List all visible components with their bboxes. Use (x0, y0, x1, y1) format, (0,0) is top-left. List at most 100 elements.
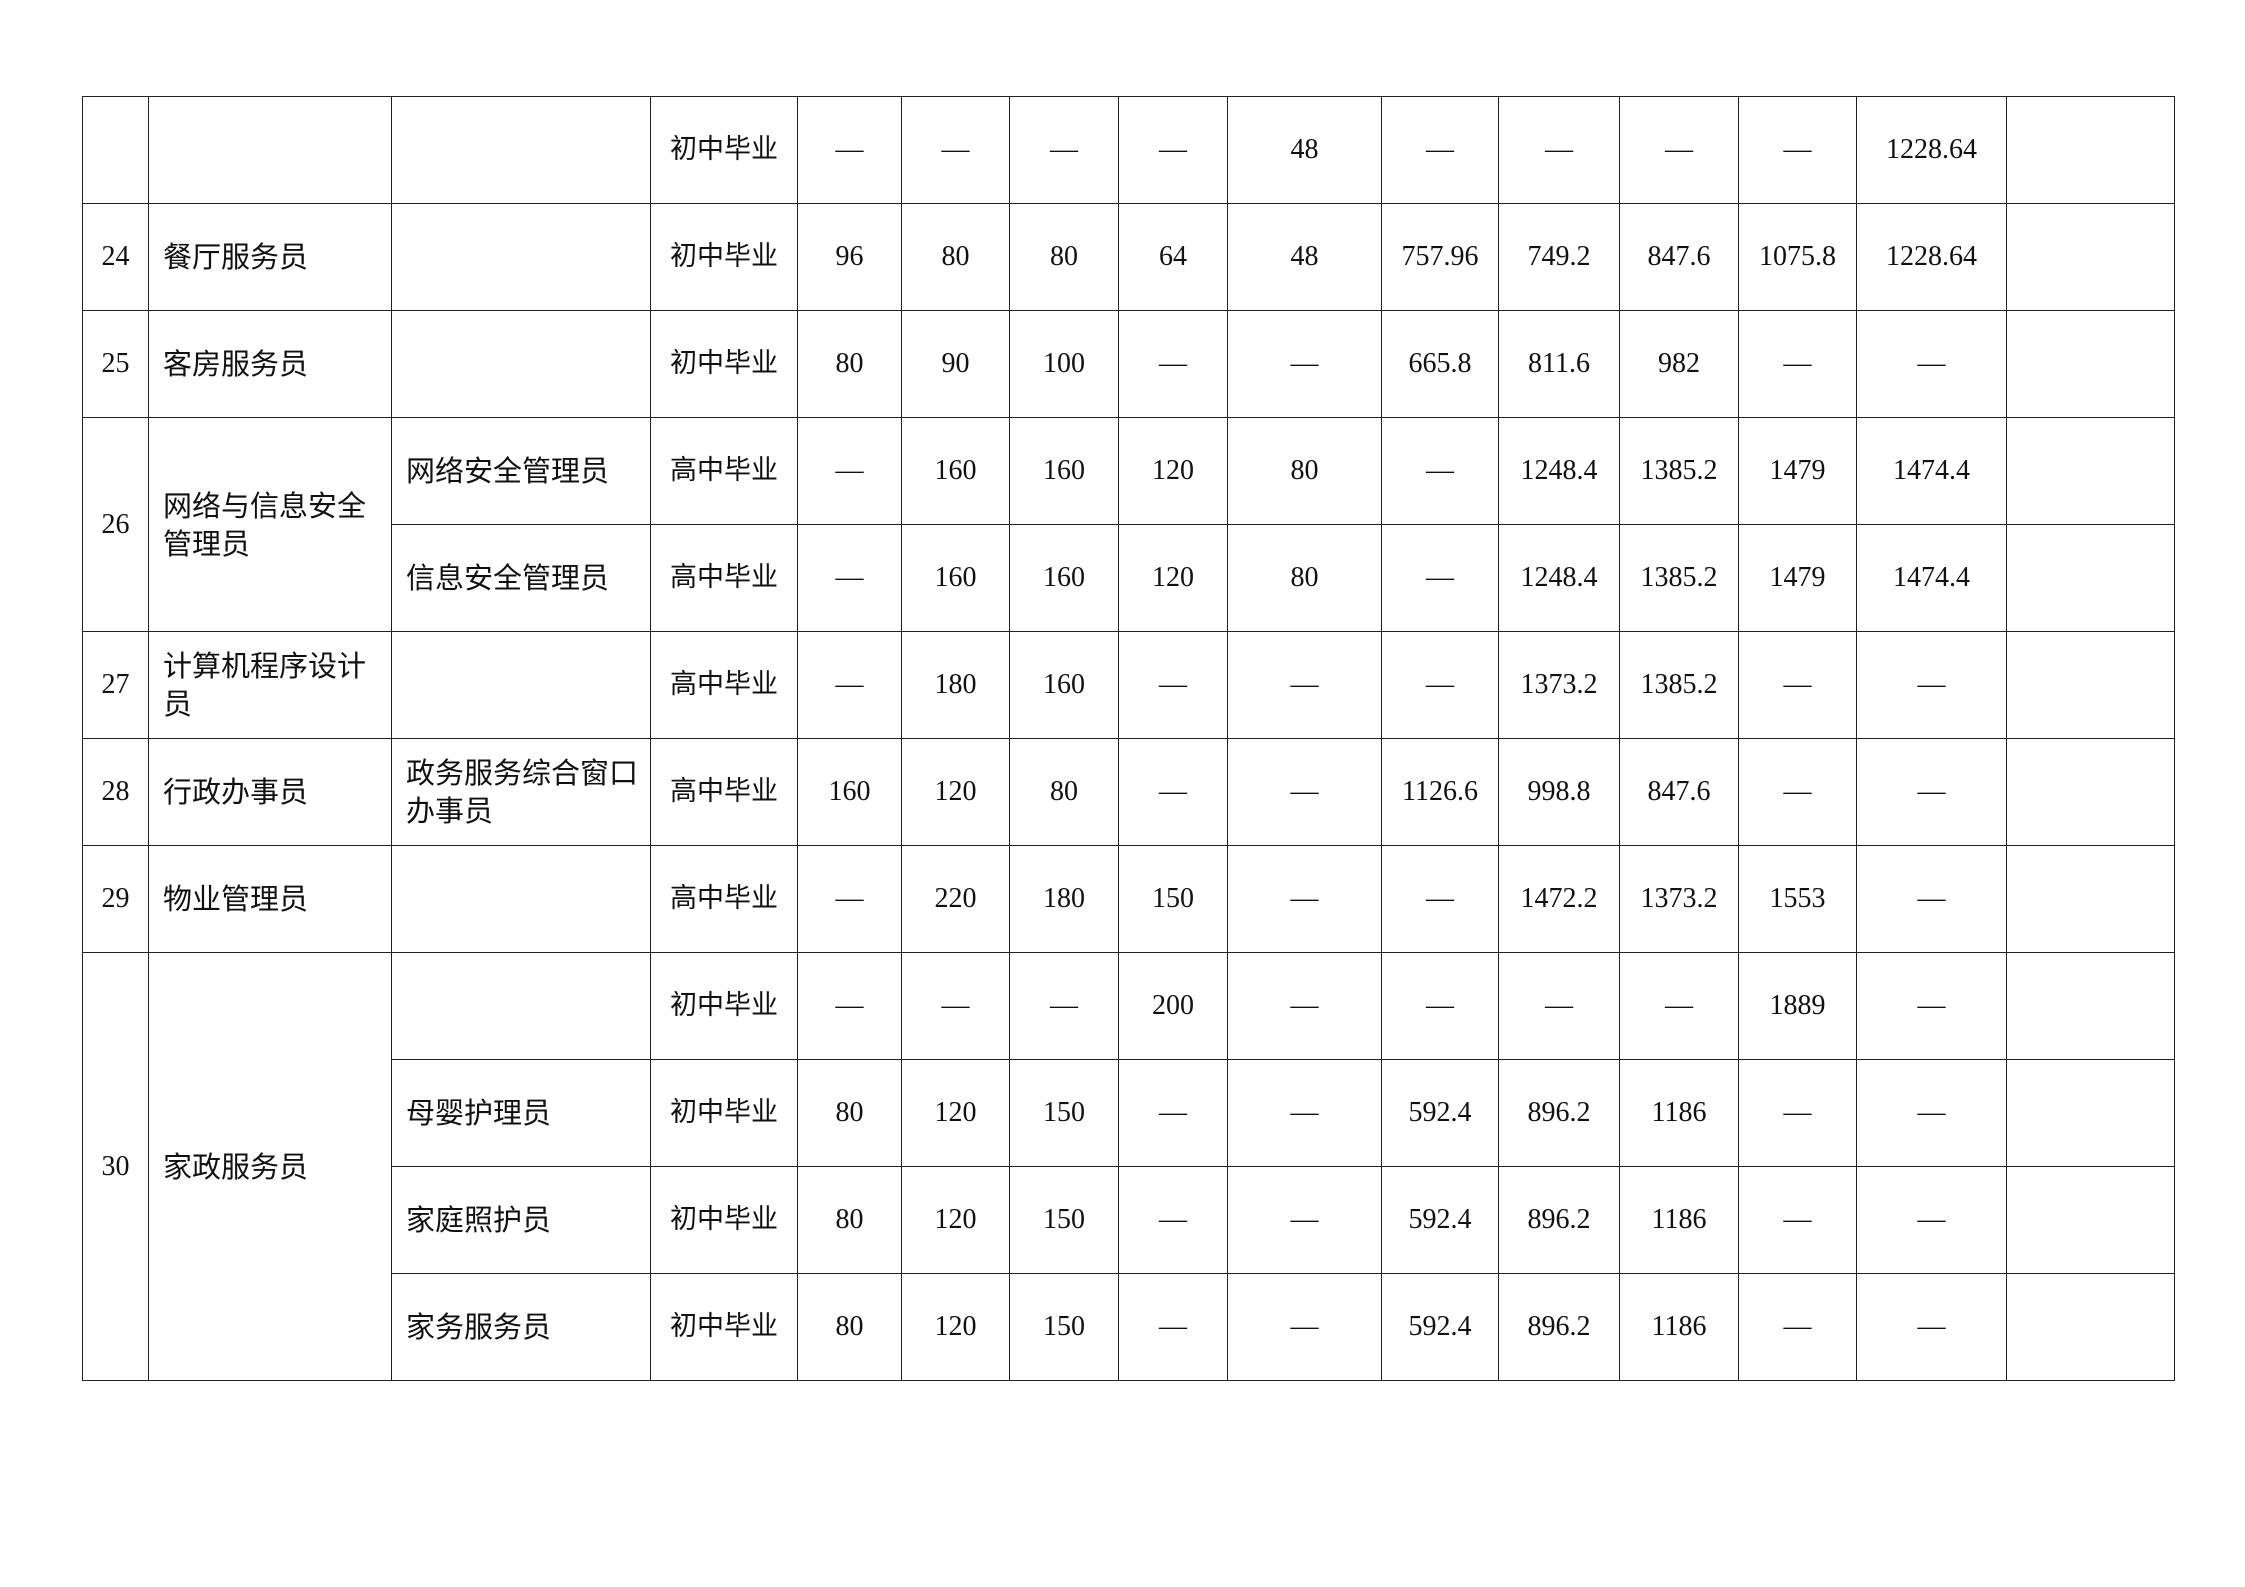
serial-number-cell: 28 (82, 738, 149, 846)
value-cell: 120 (1118, 417, 1228, 525)
value-cell: — (1856, 845, 2007, 953)
serial-number-cell: 29 (82, 845, 149, 953)
value-cell: — (1381, 417, 1499, 525)
value-cell: 811.6 (1498, 310, 1620, 418)
value-cell: — (1619, 96, 1739, 204)
value-cell: 120 (1118, 524, 1228, 632)
education-requirement-cell: 高中毕业 (650, 631, 798, 739)
occupation-name-cell: 网络与信息安全管理员 (148, 417, 392, 632)
value-cell: — (1118, 1166, 1228, 1274)
table-row: 29 物业管理员 高中毕业 —220 180 150— —1472.2 1373.2 1553— (82, 845, 2175, 953)
education-requirement-cell: 初中毕业 (650, 1166, 798, 1274)
value-cell: — (1227, 310, 1382, 418)
sub-occupation-cell: 政务服务综合窗口办事员 (391, 738, 651, 846)
serial-number-cell: 26 (82, 417, 149, 632)
value-cell: — (1227, 845, 1382, 953)
sub-occupation-cell (391, 96, 651, 204)
value-cell: — (1738, 631, 1857, 739)
occupation-name-cell: 客房服务员 (148, 310, 392, 418)
value-cell: 847.6 (1619, 738, 1739, 846)
value-cell: 1889 (1738, 952, 1857, 1060)
education-requirement-cell: 高中毕业 (650, 738, 798, 846)
value-cell: 180 (901, 631, 1010, 739)
serial-number-cell: 27 (82, 631, 149, 739)
value-cell: 1248.4 (1498, 417, 1620, 525)
value-cell: — (1498, 952, 1620, 1060)
value-cell: 1474.4 (1856, 524, 2007, 632)
value-cell: — (1009, 952, 1119, 1060)
value-cell: 1385.2 (1619, 417, 1739, 525)
table-row: 24 餐厅服务员 初中毕业 96 80 80 64 48 757.96 749.2 847.6 107… (82, 203, 2175, 311)
value-cell: — (1118, 1273, 1228, 1381)
value-cell: — (1738, 1059, 1857, 1167)
note-cell (2006, 845, 2175, 953)
value-cell: 96 (797, 203, 902, 311)
education-requirement-cell: 初中毕业 (650, 96, 798, 204)
value-cell: — (1227, 1273, 1382, 1381)
note-cell (2006, 631, 2175, 739)
note-cell (2006, 310, 2175, 418)
value-cell: 1385.2 (1619, 524, 1739, 632)
value-cell: — (797, 631, 902, 739)
value-cell: — (1118, 631, 1228, 739)
value-cell: 160 (1009, 631, 1119, 739)
value-cell: 1228.64 (1856, 96, 2007, 204)
occupation-name-cell: 餐厅服务员 (148, 203, 392, 311)
value-cell: 120 (901, 1273, 1010, 1381)
value-cell: — (1738, 1273, 1857, 1381)
value-cell: 1248.4 (1498, 524, 1620, 632)
value-cell: 80 (901, 203, 1010, 311)
value-cell: — (1118, 1059, 1228, 1167)
table-row: 家庭照护员 初中毕业 80 120 150— —592.4 896.2 1186— — (83, 1166, 2175, 1274)
value-cell: — (901, 96, 1010, 204)
sub-occupation-cell: 家庭照护员 (391, 1166, 651, 1274)
value-cell: 1472.2 (1498, 845, 1620, 953)
education-requirement-cell: 初中毕业 (650, 1273, 798, 1381)
value-cell: 120 (901, 1166, 1010, 1274)
value-cell: 1553 (1738, 845, 1857, 953)
value-cell: — (1738, 1166, 1857, 1274)
value-cell: 150 (1009, 1273, 1119, 1381)
value-cell: 80 (1227, 524, 1382, 632)
sub-occupation-cell (391, 631, 651, 739)
value-cell: 120 (901, 738, 1010, 846)
value-cell: 90 (901, 310, 1010, 418)
value-cell: 592.4 (1381, 1166, 1499, 1274)
value-cell: 1186 (1619, 1166, 1739, 1274)
table-row: 28 行政办事员 政务服务综合窗口办事员 高中毕业 160 120 80— —1126.6 99… (82, 738, 2175, 846)
table-row: 信息安全管理员 高中毕业 —160 160 120 80—1248.4 1385.2 1479… (83, 524, 2175, 632)
value-cell: 982 (1619, 310, 1739, 418)
value-cell: — (1856, 738, 2007, 846)
value-cell: 150 (1009, 1059, 1119, 1167)
sub-occupation-cell: 信息安全管理员 (391, 524, 651, 632)
value-cell: — (901, 952, 1010, 1060)
serial-number-cell (82, 96, 149, 204)
note-cell (2006, 203, 2175, 311)
sub-occupation-cell (391, 310, 651, 418)
value-cell: — (1856, 1166, 2007, 1274)
value-cell: — (1118, 96, 1228, 204)
value-cell: 80 (797, 1059, 902, 1167)
value-cell: 200 (1118, 952, 1228, 1060)
serial-number-cell: 30 (82, 952, 149, 1381)
value-cell: — (1738, 310, 1857, 418)
education-requirement-cell: 初中毕业 (650, 1059, 798, 1167)
value-cell: 48 (1227, 96, 1382, 204)
value-cell: 998.8 (1498, 738, 1620, 846)
value-cell: 80 (1009, 738, 1119, 846)
value-cell: 80 (1009, 203, 1119, 311)
value-cell: — (1381, 845, 1499, 953)
value-cell: 749.2 (1498, 203, 1620, 311)
value-cell: 150 (1009, 1166, 1119, 1274)
value-cell: — (797, 96, 902, 204)
value-cell: 592.4 (1381, 1059, 1499, 1167)
table-row: 初中毕业 — — — —48— — — —1228.64 (82, 96, 2175, 204)
value-cell: 1373.2 (1498, 631, 1620, 739)
value-cell: 1126.6 (1381, 738, 1499, 846)
value-cell: 1186 (1619, 1273, 1739, 1381)
value-cell: — (1009, 96, 1119, 204)
value-cell: — (1227, 738, 1382, 846)
occupation-name-cell: 行政办事员 (148, 738, 392, 846)
note-cell (2006, 952, 2175, 1060)
value-cell: — (1381, 96, 1499, 204)
